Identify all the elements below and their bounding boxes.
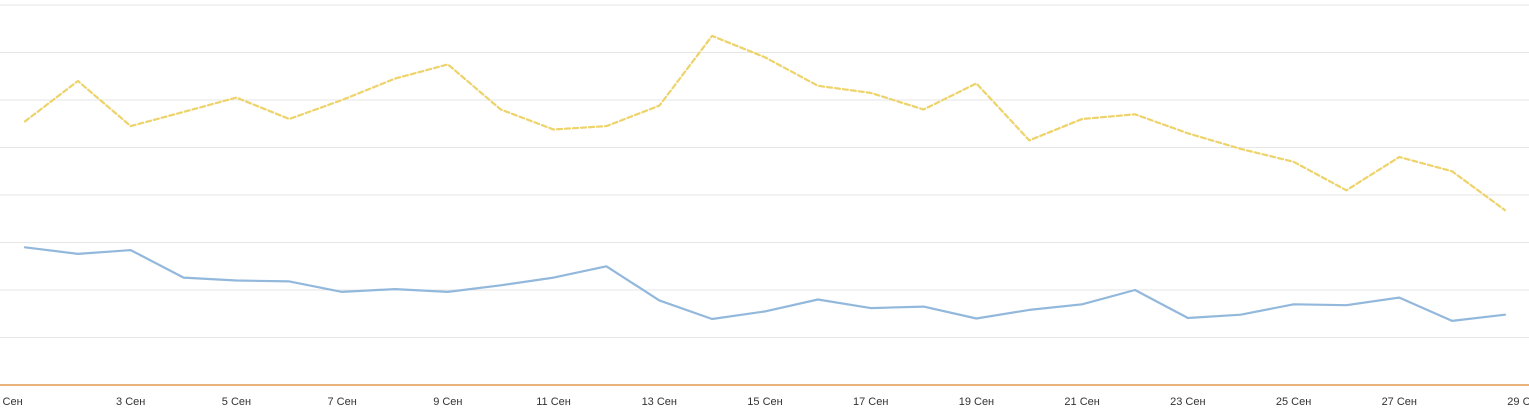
x-tick-label: 11 Сен (536, 396, 571, 408)
x-tick-label: 17 Сен (853, 396, 888, 408)
x-tick-label: 13 Сен (642, 396, 677, 408)
x-tick-label: 7 Сен (327, 396, 356, 408)
x-tick-label: 9 Сен (433, 396, 462, 408)
series-line-2 (23, 246, 1507, 322)
x-tick-label: 5 Сен (222, 396, 251, 408)
x-tick-label: 21 Сен (1064, 396, 1099, 408)
series-line-1 (23, 34, 1507, 212)
x-tick-label: 3 Сен (116, 396, 145, 408)
series-group (0, 34, 1529, 386)
x-tick-label: 27 Сен (1382, 396, 1417, 408)
x-axis-ticks: 1 Сен 3 Сен 5 Сен 7 Сен 9 Сен 11 Сен 13 Сен 15 … (0, 396, 1529, 408)
x-tick-label: 25 Сен (1276, 396, 1311, 408)
x-tick-label: 23 Сен (1170, 396, 1205, 408)
x-tick-label: 29 Сен (1507, 396, 1529, 408)
x-tick-label: 15 Сен (747, 396, 782, 408)
gridlines (0, 4, 1529, 338)
x-tick-label: 1 Сен (0, 396, 23, 408)
x-tick-label: 19 Сен (959, 396, 994, 408)
